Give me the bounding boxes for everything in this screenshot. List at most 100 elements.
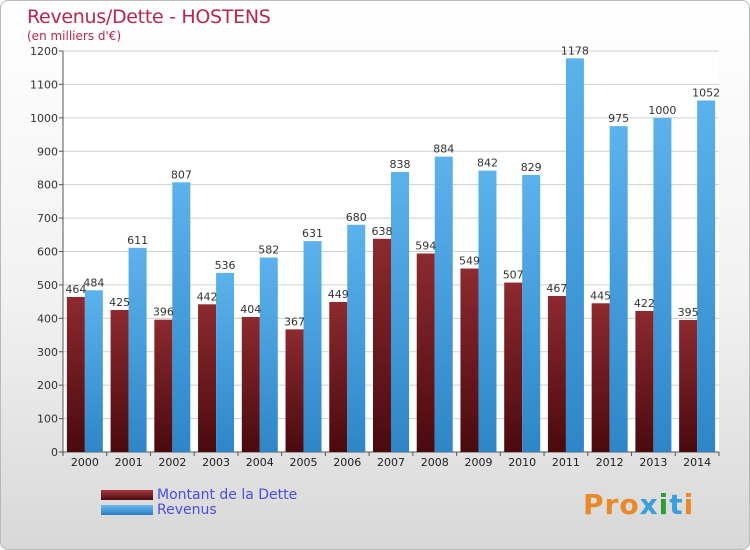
- logo-letter: t: [669, 488, 684, 521]
- data-label-dette: 442: [197, 290, 218, 303]
- bar-dette: [329, 301, 348, 452]
- legend-label-dette: Montant de la Dette: [157, 487, 298, 503]
- logo-letter: i: [658, 488, 670, 521]
- data-label-dette: 404: [240, 303, 261, 316]
- data-label-dette: 425: [109, 296, 130, 309]
- bar-revenus: [259, 257, 278, 452]
- bar-dette: [547, 295, 566, 452]
- x-tick-label: 2004: [246, 456, 274, 469]
- x-tick-label: 2012: [596, 456, 624, 469]
- bar-revenus: [565, 58, 584, 453]
- data-label-dette: 395: [678, 306, 699, 319]
- y-tick-label: 1000: [30, 112, 58, 125]
- proxiti-logo: Proxiti: [583, 488, 694, 521]
- data-label-dette: 396: [153, 306, 174, 319]
- logo-letter: x: [639, 488, 659, 521]
- x-tick-label: 2010: [508, 456, 536, 469]
- data-label-revenus: 1178: [561, 44, 589, 57]
- x-tick-label: 2001: [115, 456, 143, 469]
- data-label-revenus: 536: [215, 259, 236, 272]
- x-tick-label: 2006: [333, 456, 361, 469]
- x-tick-label: 2009: [464, 456, 492, 469]
- logo-letter: P: [583, 488, 605, 521]
- y-tick-label: 300: [37, 346, 58, 359]
- logo-letter: o: [619, 488, 640, 521]
- data-label-revenus: 680: [346, 211, 367, 224]
- data-label-dette: 449: [328, 288, 349, 301]
- data-label-revenus: 829: [521, 161, 542, 174]
- x-tick-label: 2002: [158, 456, 186, 469]
- legend-label-revenus: Revenus: [157, 502, 217, 518]
- data-label-revenus: 484: [83, 276, 104, 289]
- data-label-revenus: 842: [477, 157, 498, 170]
- bar-dette: [373, 238, 391, 452]
- bar-dette: [285, 329, 304, 452]
- x-tick-label: 2005: [290, 456, 318, 469]
- bar-revenus: [84, 290, 103, 452]
- data-label-revenus: 631: [302, 227, 323, 240]
- data-label-revenus: 807: [171, 168, 192, 181]
- bar-revenus: [216, 272, 235, 452]
- data-label-dette: 467: [546, 282, 567, 295]
- bar-dette: [635, 310, 654, 452]
- y-tick-label: 500: [37, 279, 58, 292]
- bar-revenus: [172, 182, 191, 452]
- data-label-dette: 445: [590, 289, 611, 302]
- data-label-dette: 507: [503, 269, 524, 282]
- y-tick-label: 600: [37, 246, 58, 259]
- bar-dette: [154, 319, 173, 452]
- x-tick-label: 2013: [639, 456, 667, 469]
- bar-revenus: [478, 170, 497, 453]
- bar-dette: [591, 303, 610, 452]
- bar-revenus: [609, 126, 628, 452]
- bar-dette: [66, 296, 85, 452]
- data-label-revenus: 838: [390, 158, 411, 171]
- legend-item-revenus: Revenus: [101, 502, 217, 518]
- bar-dette: [241, 316, 260, 452]
- x-tick-label: 2007: [377, 456, 405, 469]
- data-label-revenus: 1052: [692, 86, 720, 99]
- logo-letter: r: [604, 488, 620, 521]
- y-tick-label: 900: [37, 145, 58, 158]
- data-label-dette: 464: [65, 283, 86, 296]
- data-label-revenus: 884: [433, 143, 454, 156]
- data-label-dette: 367: [284, 315, 305, 328]
- bar-dette: [460, 268, 479, 452]
- x-tick-label: 2011: [552, 456, 580, 469]
- logo-letter: i: [683, 488, 695, 521]
- y-tick-label: 800: [37, 179, 58, 192]
- x-tick-label: 2003: [202, 456, 230, 469]
- legend-swatch-dette: [101, 490, 153, 500]
- bar-dette: [504, 282, 523, 452]
- bar-dette: [416, 253, 435, 452]
- data-label-dette: 549: [459, 255, 480, 268]
- y-tick-label: 100: [37, 413, 58, 426]
- x-tick-label: 2000: [71, 456, 99, 469]
- data-label-dette: 638: [372, 225, 393, 238]
- data-label-dette: 594: [415, 240, 436, 253]
- y-tick-label: 400: [37, 312, 58, 325]
- bar-revenus: [347, 224, 366, 452]
- bar-revenus: [653, 117, 672, 452]
- bar-dette: [110, 309, 129, 452]
- bar-revenus: [303, 241, 322, 452]
- data-label-revenus: 582: [258, 244, 279, 257]
- y-tick-label: 0: [51, 446, 58, 459]
- data-label-dette: 422: [634, 297, 655, 310]
- legend-swatch-revenus: [101, 505, 153, 515]
- data-label-revenus: 611: [127, 234, 148, 247]
- legend-item-dette: Montant de la Dette: [101, 487, 297, 503]
- bar-revenus: [391, 171, 409, 453]
- y-tick-label: 1200: [30, 45, 58, 58]
- bar-revenus: [522, 174, 541, 452]
- y-tick-label: 1100: [30, 78, 58, 91]
- x-tick-label: 2014: [683, 456, 711, 469]
- data-label-revenus: 975: [608, 112, 629, 125]
- y-tick-label: 200: [37, 379, 58, 392]
- bar-revenus: [128, 247, 147, 452]
- bar-dette: [679, 320, 698, 452]
- bar-dette: [198, 304, 217, 452]
- bar-revenus: [434, 156, 453, 452]
